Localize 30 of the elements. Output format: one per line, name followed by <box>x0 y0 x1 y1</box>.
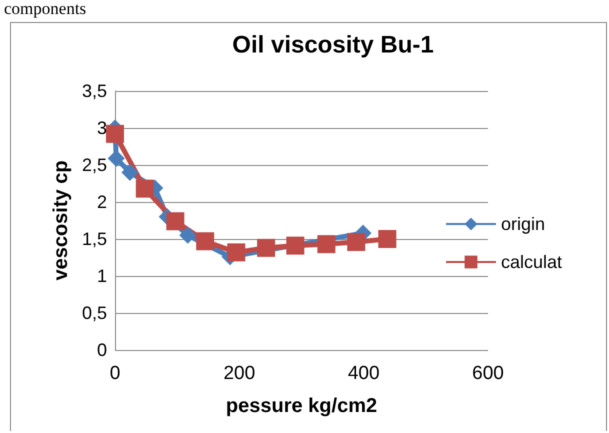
y-tick-label: 3 <box>96 118 107 138</box>
point <box>257 238 276 257</box>
legend-label: origin <box>501 214 546 234</box>
x-tick-label: 200 <box>223 363 256 384</box>
point <box>347 232 366 251</box>
point <box>227 243 246 262</box>
x-axis-title: pessure kg/cm2 <box>226 395 378 417</box>
y-tick-label: 0 <box>96 340 107 360</box>
y-axis-title: vescosity cp <box>50 160 72 281</box>
point <box>106 124 124 143</box>
y-tick-label: 3,5 <box>82 81 107 101</box>
point <box>196 232 214 250</box>
x-tick-label: 600 <box>472 363 504 384</box>
x-tick-label: 400 <box>348 363 380 384</box>
point <box>136 180 154 198</box>
y-tick-label: 1,5 <box>82 229 107 249</box>
y-tick-label: 1 <box>96 266 107 286</box>
point <box>317 235 336 254</box>
x-tick-label: 0 <box>110 363 120 384</box>
point <box>121 164 138 181</box>
point <box>166 212 184 230</box>
y-tick-label: 2 <box>96 192 107 212</box>
point <box>378 230 396 248</box>
point <box>286 236 304 255</box>
legend-label: calculat <box>501 252 562 272</box>
y-tick-label: 0,5 <box>82 303 107 323</box>
y-tick-label: 2,5 <box>82 155 107 175</box>
chart-title: Oil viscosity Bu-1 <box>232 32 434 58</box>
text: components <box>4 0 86 18</box>
point <box>179 226 196 244</box>
